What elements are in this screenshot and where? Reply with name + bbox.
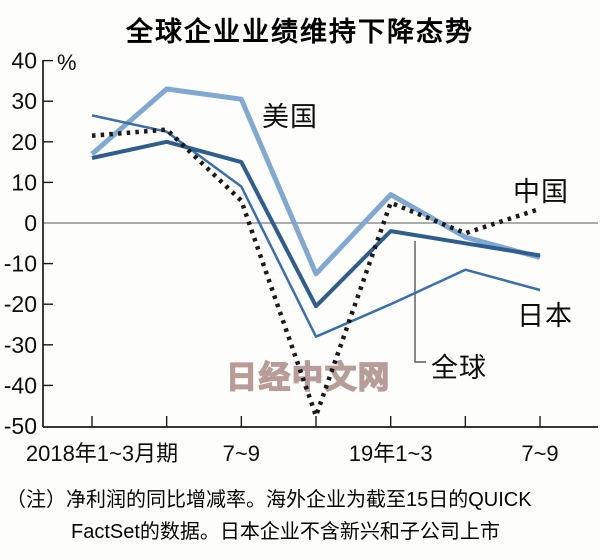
chart-title: 全球企业业绩维持下降态势 xyxy=(126,17,474,47)
y-axis-tick-label: -10 xyxy=(4,251,37,277)
y-axis-tick-label: 20 xyxy=(11,129,37,155)
y-axis-tick-label: 30 xyxy=(11,88,37,114)
y-axis-unit-label: % xyxy=(57,50,77,75)
footnote-text-2: FactSet的数据。日本企业不含新兴和子公司上市 xyxy=(71,521,500,543)
footnote-line-2: FactSet的数据。日本企业不含新兴和子公司上市 xyxy=(71,515,500,544)
x-axis-tick-label: 7~9 xyxy=(521,441,558,466)
x-axis-tick-label: 2018年1~3月期 xyxy=(26,441,178,466)
series-label-japan: 日本 xyxy=(517,301,573,331)
x-axis-tick-label: 7~9 xyxy=(223,441,260,466)
y-axis-tick-label: 0 xyxy=(24,210,37,236)
series-line-japan xyxy=(91,114,541,338)
series-line-global xyxy=(91,139,541,309)
series-label-china: 中国 xyxy=(513,177,569,207)
y-axis-tick-label: -50 xyxy=(4,413,37,439)
series-line-usa xyxy=(90,86,541,277)
footnote-line-1: （注）净利润的同比增减率。海外企业为截至15日的QUICK xyxy=(6,483,532,512)
y-axis-tick-label: -40 xyxy=(4,372,37,398)
series-label-usa: 美国 xyxy=(262,102,318,132)
y-axis-tick-label: 40 xyxy=(11,48,37,74)
footnote-prefix: （注） xyxy=(6,489,66,511)
footnote-text-1: 净利润的同比增减率。海外企业为截至15日的QUICK xyxy=(66,489,532,511)
y-axis-tick-label: -30 xyxy=(4,332,37,358)
watermark: 日经中文网 xyxy=(225,359,391,396)
series-label-global: 全球 xyxy=(431,353,487,383)
y-axis-tick-label: -20 xyxy=(4,291,37,317)
global-callout-line xyxy=(414,241,426,363)
y-axis-tick-label: 10 xyxy=(11,169,37,195)
x-axis-tick-label: 19年1~3 xyxy=(349,441,433,466)
